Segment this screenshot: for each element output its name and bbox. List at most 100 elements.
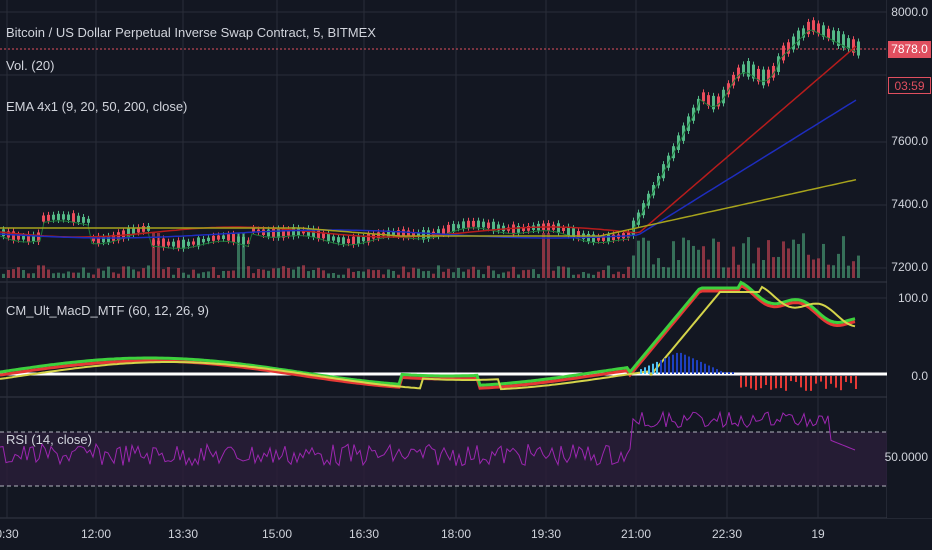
candle-body bbox=[317, 229, 320, 239]
macd-histogram-bar bbox=[825, 376, 827, 389]
candle-body bbox=[737, 67, 740, 79]
volume-bar bbox=[727, 267, 730, 278]
volume-bar bbox=[247, 266, 250, 278]
volume-bar bbox=[767, 240, 770, 278]
candle-body bbox=[292, 227, 295, 237]
volume-bar bbox=[412, 267, 415, 278]
time-tick: 13:30 bbox=[167, 527, 199, 541]
candle-body bbox=[222, 235, 225, 240]
rsi-tick: 50.0000 bbox=[884, 450, 928, 464]
rsi-indicator-label[interactable]: RSI (14, close) bbox=[6, 432, 92, 447]
time-tick: 19:30 bbox=[530, 527, 562, 541]
volume-bar bbox=[382, 274, 385, 278]
volume-bar bbox=[537, 274, 540, 278]
volume-bar bbox=[847, 265, 850, 278]
macd-histogram-bar bbox=[644, 367, 646, 374]
volume-bar bbox=[477, 269, 480, 278]
candle-body bbox=[512, 224, 515, 235]
candle-body bbox=[802, 28, 805, 38]
candle-body bbox=[412, 232, 415, 237]
macd-histogram-bar bbox=[696, 360, 698, 374]
ema-9-line bbox=[0, 29, 857, 249]
macd-histogram-bar bbox=[640, 369, 642, 374]
macd-indicator-label[interactable]: CM_Ult_MacD_MTF (60, 12, 26, 9) bbox=[6, 303, 210, 318]
volume-bar bbox=[592, 274, 595, 278]
macd-histogram-bar bbox=[712, 367, 714, 374]
volume-bar bbox=[617, 271, 620, 278]
candle-body bbox=[167, 241, 170, 246]
volume-bar bbox=[352, 271, 355, 278]
symbol-title[interactable]: Bitcoin / US Dollar Perpetual Inverse Sw… bbox=[6, 25, 376, 40]
volume-bar bbox=[732, 246, 735, 278]
candle-body bbox=[312, 228, 315, 238]
volume-bar bbox=[587, 273, 590, 278]
volume-bar bbox=[172, 274, 175, 278]
time-axis[interactable]: 0:30 12:00 13:30 15:00 16:30 18:00 19:30… bbox=[0, 518, 887, 550]
volume-bar bbox=[2, 273, 5, 278]
volume-bar bbox=[462, 271, 465, 278]
candle-body bbox=[277, 228, 280, 238]
ema-indicator-label[interactable]: EMA 4x1 (9, 20, 50, 200, close) bbox=[6, 99, 188, 114]
volume-bar bbox=[632, 255, 635, 278]
candle-body bbox=[397, 230, 400, 236]
macd-avg-line bbox=[0, 285, 856, 391]
macd-histogram-bar bbox=[688, 356, 690, 374]
volume-bar bbox=[692, 245, 695, 278]
macd-tick: 0.0 bbox=[911, 369, 928, 383]
volume-bar bbox=[837, 253, 840, 278]
candle-body bbox=[452, 223, 455, 232]
volume-bar bbox=[812, 259, 815, 278]
candle-body bbox=[562, 227, 565, 231]
macd-histogram-bar bbox=[656, 361, 658, 374]
candle-body bbox=[467, 220, 470, 228]
volume-bar bbox=[497, 274, 500, 278]
volume-bar bbox=[637, 240, 640, 278]
volume-bar bbox=[222, 270, 225, 278]
volume-bar bbox=[242, 233, 245, 278]
volume-bar bbox=[262, 269, 265, 278]
volume-bar bbox=[827, 264, 830, 278]
rsi-band bbox=[0, 432, 887, 486]
macd-histogram-bar bbox=[810, 376, 812, 391]
volume-bar bbox=[627, 266, 630, 278]
candle-body bbox=[592, 234, 595, 243]
volume-bar bbox=[677, 259, 680, 278]
volume-bar bbox=[217, 274, 220, 278]
candle-body bbox=[557, 223, 560, 234]
volume-bar bbox=[112, 272, 115, 278]
macd-histogram-bar bbox=[785, 376, 787, 391]
volume-bar bbox=[407, 272, 410, 278]
candle-body bbox=[187, 241, 190, 246]
candle-body bbox=[472, 220, 475, 227]
candle-body bbox=[182, 239, 185, 249]
volume-bar bbox=[492, 270, 495, 278]
candle-body bbox=[192, 241, 195, 245]
candle-body bbox=[62, 214, 65, 220]
candle-body bbox=[712, 95, 715, 110]
candle-body bbox=[677, 135, 680, 150]
volume-bar bbox=[572, 274, 575, 278]
candle-body bbox=[492, 221, 495, 232]
volume-bar bbox=[122, 266, 125, 278]
volume-bar bbox=[327, 273, 330, 278]
price-tick: 7400.0 bbox=[891, 197, 928, 211]
candle-body bbox=[107, 235, 110, 242]
volume-bar bbox=[512, 266, 515, 278]
candle-body bbox=[427, 230, 430, 239]
volume-bar bbox=[517, 274, 520, 278]
candle-body bbox=[362, 237, 365, 242]
macd-histogram-bar bbox=[755, 376, 757, 391]
volume-bar bbox=[842, 236, 845, 278]
macd-histogram-bar bbox=[660, 360, 662, 374]
candle-body bbox=[837, 31, 840, 46]
volume-bar bbox=[652, 264, 655, 278]
candle-body bbox=[742, 64, 745, 74]
volume-bar bbox=[612, 274, 615, 278]
volume-bar bbox=[432, 273, 435, 278]
volume-bar bbox=[472, 266, 475, 278]
volume-bar bbox=[447, 268, 450, 278]
macd-histogram-bar bbox=[840, 376, 842, 391]
volume-indicator-label[interactable]: Vol. (20) bbox=[6, 58, 55, 73]
candle-body bbox=[377, 232, 380, 239]
